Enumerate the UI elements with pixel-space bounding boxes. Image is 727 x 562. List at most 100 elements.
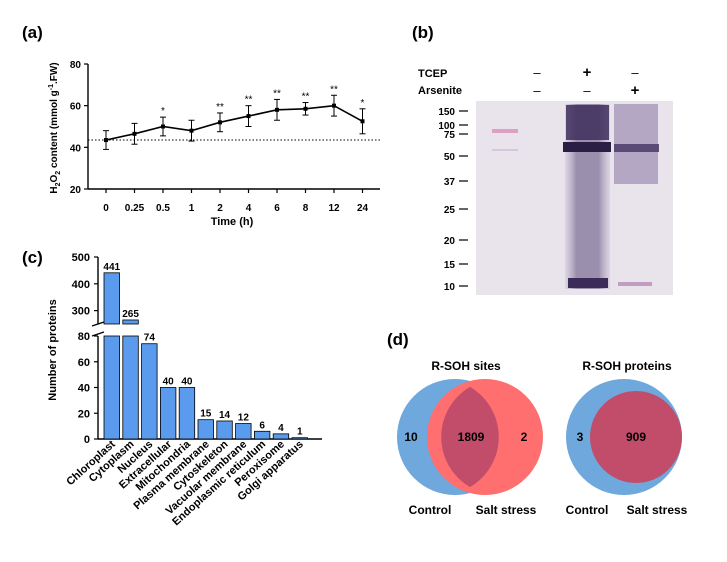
y-tick-label: 20 [70, 185, 82, 196]
bar-upper [103, 272, 120, 325]
marker-label: 50 [444, 152, 456, 163]
bar-value-label: 265 [122, 309, 139, 320]
marker-label: 75 [444, 130, 456, 141]
data-point [360, 119, 365, 124]
data-point [218, 120, 222, 125]
bar [178, 387, 196, 440]
data-point [332, 103, 336, 108]
venn2-overlap-circle [590, 391, 682, 483]
x-tick-label: 1 [189, 203, 195, 214]
bar [159, 387, 177, 440]
axis-break-mark-2 [91, 331, 105, 337]
panel-b-label: (b) [412, 23, 434, 42]
y-tick-label: 80 [70, 60, 82, 71]
marker-label: 20 [444, 236, 456, 247]
data-point [104, 138, 108, 143]
bar-value-label: 40 [163, 377, 175, 388]
x-tick-label: 8 [303, 203, 309, 214]
series-line [105, 104, 363, 141]
panel-d-venn: (d) R-SOH sites 10 1809 2 Control Salt s… [387, 330, 688, 517]
venn1-overlap-count: 1809 [458, 430, 485, 444]
y-tick-label: 60 [70, 102, 82, 113]
bar [235, 423, 252, 440]
significance-mark: ** [273, 88, 281, 99]
bar-value-label: 40 [181, 377, 193, 388]
marker-band-faint [492, 149, 518, 151]
panel-d-label: (d) [387, 330, 409, 349]
bar-value-label: 4 [278, 423, 284, 434]
bar [272, 433, 290, 440]
mark-arsenite-3: + [631, 82, 640, 99]
mark-tcep-3: – [631, 65, 639, 80]
panel-a-label: (a) [22, 23, 43, 42]
y-tick-label: 300 [72, 306, 90, 318]
bar-upper [122, 319, 139, 325]
bar [197, 419, 214, 440]
row-label-arsenite: Arsenite [418, 85, 462, 97]
x-tick-label: 2 [217, 203, 223, 214]
venn2-left-count: 3 [577, 430, 584, 444]
lane-arsenite-band-50 [614, 144, 659, 152]
venn2-title: R-SOH proteins [582, 359, 672, 373]
x-tick-label: 0 [103, 203, 109, 214]
y-tick-label: 20 [78, 408, 90, 420]
marker-label: 10 [444, 282, 456, 293]
bar-value-label: 6 [259, 420, 265, 431]
significance-mark: ** [216, 102, 224, 113]
lane-tcep-band-10 [568, 278, 608, 288]
data-point [161, 124, 165, 129]
venn2-salt-label: Salt stress [627, 503, 688, 517]
venn2-overlap-count: 909 [626, 430, 646, 444]
significance-mark: ** [302, 92, 310, 103]
bar [103, 335, 120, 440]
bar-value-label: 74 [144, 333, 156, 344]
x-tick-label: 0.5 [156, 203, 170, 214]
data-point [275, 107, 279, 112]
lane-tcep-band-50 [563, 142, 611, 152]
marker-label: 25 [444, 205, 456, 216]
y-tick-label: 40 [78, 383, 90, 395]
venn1-title: R-SOH sites [431, 359, 501, 373]
x-axis-label: Time (h) [211, 216, 254, 228]
lane-arsenite-band-10 [618, 282, 652, 286]
y-axis-label: Number of proteins [47, 299, 59, 400]
bar-value-label: 15 [200, 409, 212, 420]
x-tick-label: 12 [328, 203, 340, 214]
lane-tcep-band-high [566, 105, 609, 140]
marker-label: 37 [444, 177, 456, 188]
y-axis-label: H2O2 content (mmol g-1.FW) [48, 62, 62, 193]
marker-label: 15 [444, 260, 456, 271]
row-label-tcep: TCEP [418, 68, 447, 80]
significance-mark: * [361, 98, 365, 109]
y-tick-label: 60 [78, 357, 90, 369]
data-point [303, 106, 308, 111]
x-tick-label: 6 [274, 203, 280, 214]
mark-arsenite-1: – [533, 83, 541, 98]
y-tick-label: 400 [72, 279, 90, 291]
y-tick-label: 0 [84, 434, 90, 446]
venn1-left-count: 10 [404, 430, 418, 444]
venn1-salt-label: Salt stress [476, 503, 537, 517]
marker-label: 100 [438, 121, 455, 132]
y-tick-label: 40 [70, 143, 82, 154]
marker-label: 150 [438, 107, 455, 118]
y-tick-label: 80 [78, 331, 90, 343]
data-point [189, 128, 194, 133]
x-tick-label: 0.25 [125, 203, 145, 214]
bar-value-label: 14 [219, 410, 231, 421]
venn2-control-label: Control [566, 503, 609, 517]
bar [122, 335, 139, 440]
significance-mark: ** [330, 84, 338, 95]
bar-value-label: 12 [238, 413, 250, 424]
venn1-control-label: Control [409, 503, 452, 517]
bar [141, 343, 158, 440]
significance-mark: * [161, 106, 165, 117]
venn1-right-count: 2 [521, 430, 528, 444]
bar [216, 420, 233, 440]
panel-c-label: (c) [22, 248, 43, 267]
bar [291, 437, 308, 440]
panel-c-bar-chart: (c) Number of proteins 0 20 40 60 80 300 400 50… [22, 248, 322, 528]
mark-arsenite-2: – [583, 83, 591, 98]
